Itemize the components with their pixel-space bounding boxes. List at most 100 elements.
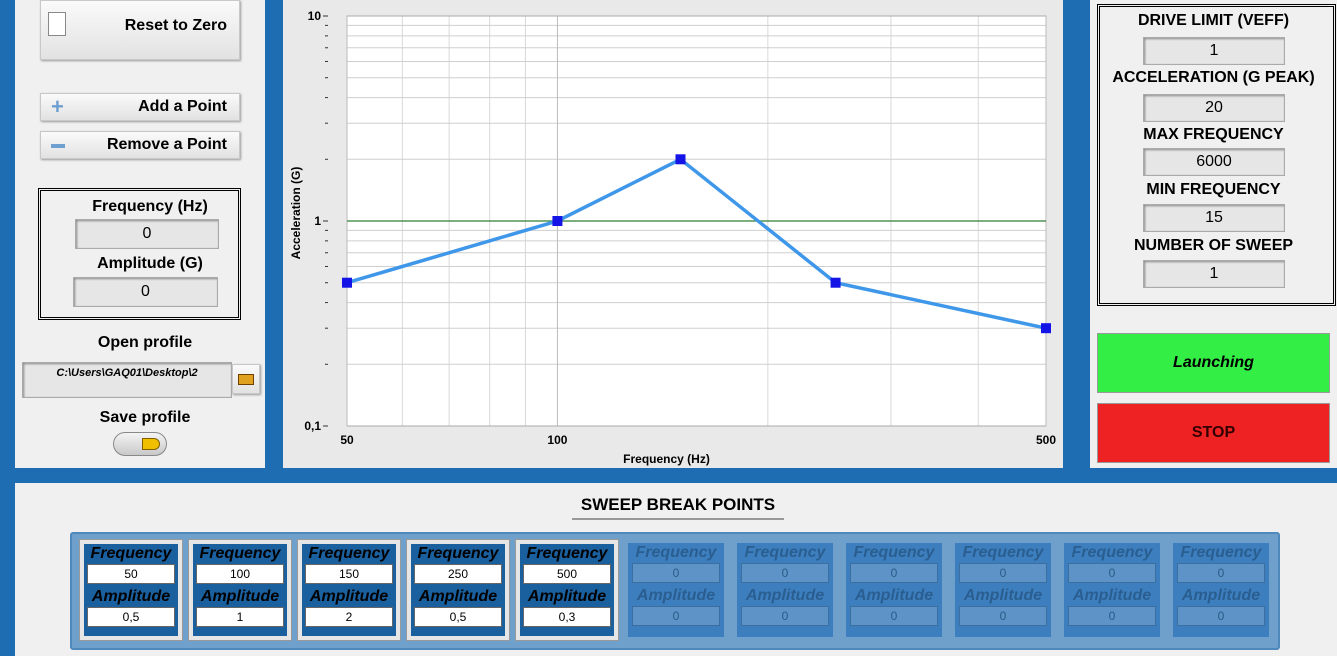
frequency-value: 0 xyxy=(672,566,680,580)
remove-label: Remove a Point xyxy=(106,136,227,153)
frequency-field[interactable]: 100 xyxy=(196,564,284,584)
data-point xyxy=(675,154,686,165)
right-panel: Launching STOP DRIVE LIMIT (VEFF) 1 ACCELE… xyxy=(1090,0,1337,468)
frequency-value: 150 xyxy=(338,567,360,581)
breakpoint-cell: Frequency 100 Amplitude 1 xyxy=(188,539,292,641)
amplitude-value: 0 xyxy=(1108,609,1116,623)
plus-icon: + xyxy=(51,94,64,119)
frequency-caption: Frequency xyxy=(744,544,826,561)
open-profile-label: Open profile xyxy=(97,334,193,351)
frequency-caption: Frequency xyxy=(90,545,172,562)
save-button[interactable] xyxy=(113,432,167,456)
setting-field[interactable]: 1 xyxy=(1143,37,1285,65)
setting-value: 15 xyxy=(1205,209,1223,226)
amplitude-caption: Amplitude xyxy=(91,588,171,605)
setting-label: NUMBER OF SWEEP xyxy=(1133,237,1294,254)
setting-field[interactable]: 1 xyxy=(1143,260,1285,288)
frequency-value: 0 xyxy=(1217,566,1225,580)
amplitude-caption: Amplitude xyxy=(854,587,934,604)
y-tick-label: 10 xyxy=(308,9,322,23)
data-point xyxy=(1041,323,1051,334)
cell-inner: Frequency 100 Amplitude 1 xyxy=(193,544,287,636)
stop-button[interactable]: STOP xyxy=(1097,403,1330,463)
amplitude-label: Amplitude (G) xyxy=(97,255,203,272)
path-input[interactable]: C:\Users\GAQ01\Desktop\2 xyxy=(22,362,232,398)
remove-button[interactable]: Remove a Point xyxy=(40,131,240,159)
browse-button[interactable] xyxy=(232,364,260,394)
minus-icon xyxy=(51,144,65,148)
amplitude-caption: Amplitude xyxy=(418,588,498,605)
y-tick-label: 0,1 xyxy=(304,419,321,433)
amplitude-value: 0 xyxy=(890,609,898,623)
cell-inner: Frequency 0 Amplitude 0 xyxy=(1173,543,1269,637)
cell-inner: Frequency 0 Amplitude 0 xyxy=(1064,543,1160,637)
setting-field[interactable]: 15 xyxy=(1143,204,1285,232)
frequency-value: 500 xyxy=(556,567,578,581)
amplitude-caption: Amplitude xyxy=(636,587,716,604)
amplitude-field[interactable]: 0,5 xyxy=(87,607,175,627)
breakpoint-cell: Frequency 0 Amplitude 0 xyxy=(733,539,837,641)
frequency-field[interactable]: 250 xyxy=(414,564,502,584)
setting-label: MIN FREQUENCY xyxy=(1146,181,1281,198)
amplitude-field: 0 xyxy=(850,606,938,626)
frequency-field: 0 xyxy=(632,563,720,583)
amplitude-field: 0 xyxy=(632,606,720,626)
amplitude-field[interactable]: 0,3 xyxy=(523,607,611,627)
amplitude-field[interactable]: 2 xyxy=(305,607,393,627)
amplitude-field[interactable]: 1 xyxy=(196,607,284,627)
setting-value: 20 xyxy=(1205,99,1223,116)
breakpoint-cell: Frequency 0 Amplitude 0 xyxy=(1169,539,1273,641)
launch-button[interactable]: Launching xyxy=(1097,333,1330,393)
amplitude-value: 1 xyxy=(236,610,244,624)
setting-label: MAX FREQUENCY xyxy=(1143,126,1284,143)
frequency-caption: Frequency xyxy=(308,545,390,562)
frequency-caption: Frequency xyxy=(635,544,717,561)
y-axis-label: Acceleration (G) xyxy=(289,167,303,260)
frequency-caption: Frequency xyxy=(1071,544,1153,561)
amplitude-value: 0,5 xyxy=(449,610,467,624)
amplitude-caption: Amplitude xyxy=(527,588,607,605)
frequency-field[interactable]: 500 xyxy=(523,564,611,584)
frequency-field[interactable]: 50 xyxy=(87,564,175,584)
title-underline xyxy=(572,518,784,520)
setting-label: ACCELERATION (G PEAK) xyxy=(1112,69,1315,86)
frequency-field: 0 xyxy=(741,563,829,583)
cell-inner: Frequency 500 Amplitude 0,3 xyxy=(520,544,614,636)
frequency-label: Frequency (Hz) xyxy=(92,198,208,215)
data-point xyxy=(830,277,841,288)
amplitude-value: 2 xyxy=(345,610,353,624)
cell-inner: Frequency 0 Amplitude 0 xyxy=(955,543,1051,637)
frequency-value: 50 xyxy=(124,567,138,581)
chart-panel: 50 100 500 0,1 1 10 Frequency (Hz) Acceleration… xyxy=(283,0,1063,468)
amplitude-caption: Amplitude xyxy=(309,588,389,605)
setting-label: DRIVE LIMIT (VEFF) xyxy=(1137,12,1290,29)
setting-field[interactable]: 6000 xyxy=(1143,148,1285,176)
x-tick-label: 500 xyxy=(1036,433,1056,447)
frequency-value: 0 xyxy=(142,225,152,242)
setting-value: 1 xyxy=(1209,42,1219,59)
frequency-value: 0 xyxy=(999,566,1007,580)
amplitude-field: 0 xyxy=(1177,606,1265,626)
cell-inner: Frequency 0 Amplitude 0 xyxy=(628,543,724,637)
add-label: Add a Point xyxy=(138,98,227,115)
setting-field[interactable]: 20 xyxy=(1143,94,1285,122)
add-button[interactable]: Add a Point xyxy=(40,93,240,121)
reset-button[interactable]: Reset to Zero xyxy=(40,0,240,60)
frequency-value: 0 xyxy=(1108,566,1116,580)
amplitude-input[interactable]: 0 xyxy=(73,277,218,307)
amplitude-field[interactable]: 0,5 xyxy=(414,607,502,627)
cell-inner: Frequency 250 Amplitude 0,5 xyxy=(411,544,505,636)
breakpoint-cell: Frequency 0 Amplitude 0 xyxy=(842,539,946,641)
breakpoint-cell: Frequency 250 Amplitude 0,5 xyxy=(406,539,510,641)
setting-value: 6000 xyxy=(1196,153,1232,170)
frequency-value: 100 xyxy=(229,567,251,581)
frequency-caption: Frequency xyxy=(962,544,1044,561)
frequency-field: 0 xyxy=(1068,563,1156,583)
amplitude-caption: Amplitude xyxy=(1181,587,1261,604)
frequency-field[interactable]: 150 xyxy=(305,564,393,584)
cell-inner: Frequency 150 Amplitude 2 xyxy=(302,544,396,636)
save-led xyxy=(142,438,160,450)
amplitude-caption: Amplitude xyxy=(745,587,825,604)
frequency-input[interactable]: 0 xyxy=(75,219,219,249)
